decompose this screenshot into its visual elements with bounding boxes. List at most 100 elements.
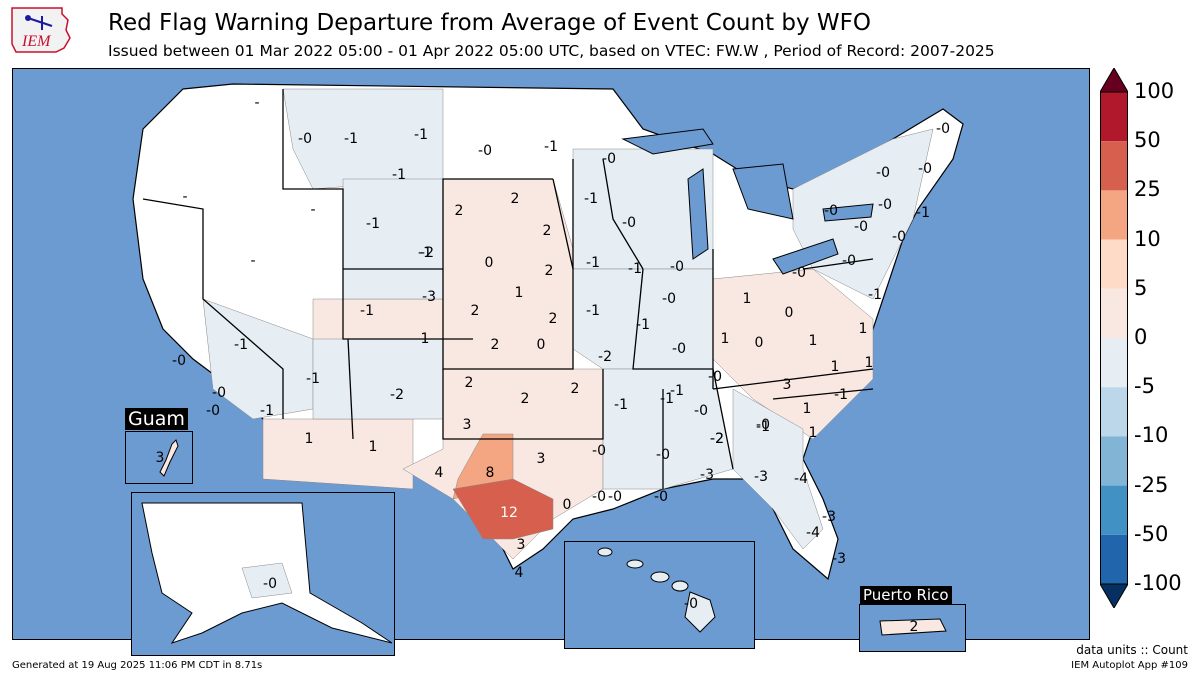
wfo-value: -0 bbox=[694, 403, 708, 419]
wfo-value: 1 bbox=[743, 291, 752, 307]
wfo-value: -0 bbox=[478, 143, 492, 159]
wfo-value: -1 bbox=[260, 403, 274, 419]
colorbar-tick-label: -25 bbox=[1134, 472, 1169, 497]
colorbar-tick-label: -100 bbox=[1134, 571, 1182, 595]
wfo-value: -2 bbox=[390, 387, 404, 403]
colorbar-tick-label: 50 bbox=[1134, 128, 1161, 153]
wfo-value: -0 bbox=[756, 417, 770, 433]
guam-inset-title: Guam bbox=[125, 408, 188, 430]
wfo-value: 2 bbox=[455, 203, 464, 219]
colorbar-tick-label: 0 bbox=[1134, 325, 1148, 349]
colorbar-bin bbox=[1100, 190, 1128, 240]
wfo-value: -3 bbox=[700, 467, 714, 483]
wfo-value: -0 bbox=[792, 265, 806, 281]
units-note: data units :: Count bbox=[1076, 643, 1188, 657]
wfo-value: 0 bbox=[755, 335, 764, 351]
wfo-value: 3 bbox=[517, 537, 526, 553]
wfo-value: -0 bbox=[654, 489, 668, 505]
colorbar bbox=[1099, 67, 1129, 609]
colorbar-bin bbox=[1100, 436, 1128, 486]
wfo-value: -1 bbox=[586, 303, 600, 319]
colorbar-tick-label: -5 bbox=[1134, 374, 1155, 399]
wfo-value: -0 bbox=[672, 341, 686, 357]
colorbar-tick-label: 25 bbox=[1134, 177, 1161, 202]
wfo-value: 0 bbox=[785, 305, 794, 321]
wfo-value: 8 bbox=[486, 465, 495, 481]
wfo-value: -2 bbox=[710, 431, 724, 447]
wfo-value: -0 bbox=[172, 353, 186, 369]
wfo-value: -1 bbox=[636, 317, 650, 333]
colorbar-bin bbox=[1100, 92, 1128, 142]
wfo-value: 1 bbox=[421, 331, 430, 347]
wfo-value: -1 bbox=[628, 261, 642, 277]
wfo-value: -1 bbox=[360, 303, 374, 319]
wfo-value: - bbox=[254, 95, 259, 111]
wfo-value: -0 bbox=[892, 229, 906, 245]
wfo-value: -0 bbox=[854, 219, 868, 235]
wfo-value: -0 bbox=[842, 253, 856, 269]
wfo-value: -1 bbox=[916, 205, 930, 221]
colorbar-bin bbox=[1100, 387, 1128, 437]
wfo-value: -0 bbox=[670, 259, 684, 275]
colorbar-bin bbox=[1100, 141, 1128, 191]
wfo-value: 1 bbox=[305, 431, 314, 447]
wfo-value: -0 bbox=[918, 161, 932, 177]
map-subtitle: Issued between 01 Mar 2022 05:00 - 01 Ap… bbox=[108, 42, 995, 60]
wfo-value: -1 bbox=[586, 255, 600, 271]
colorbar-bin bbox=[1100, 338, 1128, 388]
wfo-value: - bbox=[182, 189, 187, 205]
hawaii-inset: -0 bbox=[564, 541, 755, 649]
wfo-value: -3 bbox=[832, 551, 846, 567]
wfo-labels: -0 -1 -1 -1 -0 -1 -0 -1 -0 -0 -0 -1 2 -1… bbox=[172, 95, 950, 581]
wfo-value: -0 bbox=[878, 197, 892, 213]
wfo-value: 0 bbox=[485, 255, 494, 271]
wfo-value: 2 bbox=[521, 391, 530, 407]
guam-inset: 3 bbox=[125, 431, 193, 484]
wfo-value: 1 bbox=[803, 401, 812, 417]
wfo-value: -0 bbox=[602, 151, 616, 167]
wfo-value: -1 bbox=[234, 337, 248, 353]
iem-logo: IEM bbox=[8, 4, 72, 58]
wfo-value: - bbox=[250, 253, 255, 269]
wfo-value: -0 bbox=[592, 489, 606, 505]
wfo-value: -2 bbox=[710, 431, 724, 447]
wfo-value: 1 bbox=[721, 331, 730, 347]
wfo-value: -1 bbox=[660, 391, 674, 407]
wfo-value: -0 bbox=[662, 291, 676, 307]
wfo-value: -3 bbox=[422, 289, 436, 305]
wfo-value: -0 bbox=[592, 443, 606, 459]
wfo-value: -2 bbox=[420, 245, 434, 261]
wfo-value: 2 bbox=[511, 191, 520, 207]
wfo-value: -2 bbox=[598, 349, 612, 365]
wfo-value: 2 bbox=[545, 263, 554, 279]
alaska-value: -0 bbox=[263, 576, 277, 592]
puerto-rico-inset: 2 bbox=[859, 604, 966, 652]
map-title: Red Flag Warning Departure from Average … bbox=[108, 10, 872, 36]
wfo-value: -0 bbox=[212, 385, 226, 401]
wfo-value: -1 bbox=[418, 245, 432, 261]
wfo-value: 2 bbox=[471, 303, 480, 319]
wfo-value: 2 bbox=[491, 337, 500, 353]
wfo-value: -1 bbox=[344, 131, 358, 147]
wfo-value: 2 bbox=[549, 311, 558, 327]
hawaii-value: -0 bbox=[684, 596, 698, 612]
wfo-value: - bbox=[310, 202, 315, 218]
app-note: IEM Autoplot App #109 bbox=[1071, 660, 1188, 671]
wfo-value: -3 bbox=[822, 509, 836, 525]
wfo-value: 2 bbox=[465, 375, 474, 391]
wfo-value: 1 bbox=[369, 439, 378, 455]
wfo-value: -3 bbox=[754, 469, 768, 485]
wfo-value: 1 bbox=[859, 321, 868, 337]
wfo-value: -0 bbox=[876, 165, 890, 181]
wfo-value: -4 bbox=[794, 471, 808, 487]
colorbar-bin bbox=[1100, 485, 1128, 535]
wfo-value: 4 bbox=[515, 565, 524, 581]
wfo-value: -1 bbox=[392, 167, 406, 183]
guam-value: 3 bbox=[156, 450, 165, 466]
wfo-value: 1 bbox=[809, 425, 818, 441]
wfo-value: 3 bbox=[463, 417, 472, 433]
wfo-value: -1 bbox=[614, 397, 628, 413]
wfo-value: 12 bbox=[500, 505, 518, 521]
wfo-value: 3 bbox=[783, 377, 792, 393]
wfo-value: 2 bbox=[543, 223, 552, 239]
